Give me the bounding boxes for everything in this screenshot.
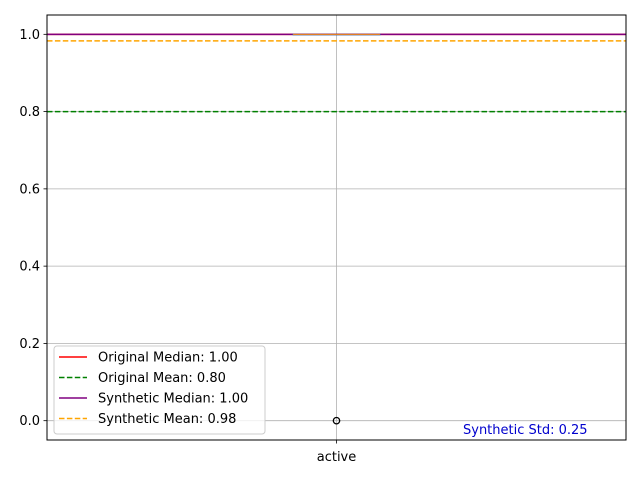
outlier-point [332, 416, 341, 425]
legend: Original Median: 1.00 Original Mean: 0.80… [53, 345, 266, 435]
x-tick-label: active [317, 450, 357, 465]
y-tick-label: 1.0 [19, 28, 40, 43]
y-tick-label: 0.2 [19, 337, 40, 352]
legend-label: Original Mean: 0.80 [98, 371, 226, 386]
y-tick-label: 0.8 [19, 105, 40, 120]
legend-label: Original Median: 1.00 [98, 351, 238, 366]
y-tick-label: 0.0 [19, 414, 40, 429]
legend-box [53, 345, 266, 435]
axis-ticks: 0.0 0.2 0.4 0.6 0.8 1.0 active [19, 28, 356, 465]
boxplot [292, 33, 381, 425]
y-tick-label: 0.4 [19, 260, 40, 275]
legend-label: Synthetic Mean: 0.98 [98, 412, 236, 427]
y-tick-label: 0.6 [19, 182, 40, 197]
synthetic-std-annotation: Synthetic Std: 0.25 [463, 423, 588, 438]
legend-label: Synthetic Median: 1.00 [98, 392, 248, 407]
